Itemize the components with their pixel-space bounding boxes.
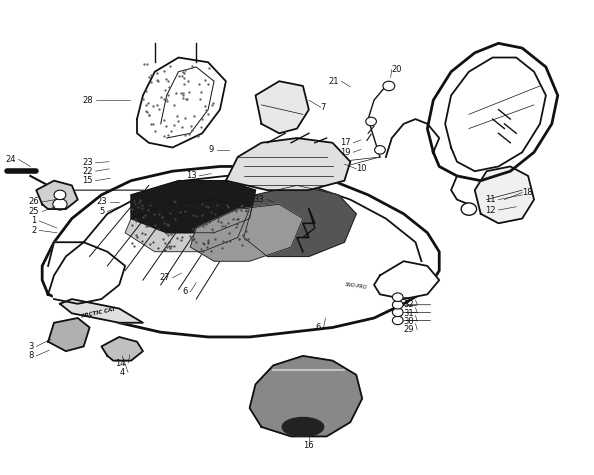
Text: 29: 29 bbox=[404, 325, 415, 334]
Circle shape bbox=[383, 81, 395, 91]
Circle shape bbox=[461, 203, 476, 215]
Text: 23: 23 bbox=[82, 158, 93, 167]
Text: 22: 22 bbox=[82, 167, 93, 176]
Text: 6: 6 bbox=[182, 287, 187, 296]
Polygon shape bbox=[48, 242, 125, 304]
Text: 13: 13 bbox=[186, 171, 196, 180]
Circle shape bbox=[54, 190, 66, 199]
Polygon shape bbox=[475, 166, 534, 223]
Circle shape bbox=[393, 308, 403, 317]
Text: 31: 31 bbox=[404, 309, 415, 318]
Text: 5: 5 bbox=[99, 207, 105, 216]
Circle shape bbox=[393, 293, 403, 302]
Text: 33: 33 bbox=[254, 195, 264, 204]
Text: 7: 7 bbox=[321, 103, 326, 112]
Text: 21: 21 bbox=[328, 76, 339, 86]
Text: 14: 14 bbox=[115, 359, 125, 368]
Polygon shape bbox=[131, 180, 255, 233]
Text: 8: 8 bbox=[28, 352, 33, 361]
Polygon shape bbox=[249, 356, 362, 437]
Text: 23: 23 bbox=[97, 198, 108, 207]
Text: 32: 32 bbox=[404, 300, 415, 309]
Text: 12: 12 bbox=[485, 206, 495, 215]
Text: 30: 30 bbox=[404, 317, 415, 326]
Text: 11: 11 bbox=[485, 195, 495, 204]
Text: ARCTIC CAT: ARCTIC CAT bbox=[81, 307, 116, 319]
Circle shape bbox=[375, 146, 386, 154]
Text: 6: 6 bbox=[315, 323, 321, 332]
Text: 19: 19 bbox=[340, 148, 350, 157]
Text: 20: 20 bbox=[392, 65, 402, 74]
Text: 24: 24 bbox=[5, 155, 15, 164]
Polygon shape bbox=[36, 180, 78, 209]
Polygon shape bbox=[137, 57, 226, 148]
Text: SNO-PRO: SNO-PRO bbox=[345, 283, 368, 291]
Circle shape bbox=[366, 117, 377, 126]
Text: 3: 3 bbox=[28, 342, 33, 351]
Text: 9: 9 bbox=[208, 145, 214, 154]
Circle shape bbox=[393, 301, 403, 309]
Polygon shape bbox=[427, 43, 558, 180]
Text: 10: 10 bbox=[356, 164, 366, 173]
Circle shape bbox=[53, 199, 67, 210]
Polygon shape bbox=[374, 261, 439, 299]
Polygon shape bbox=[125, 200, 249, 252]
Text: 2: 2 bbox=[31, 226, 36, 235]
Text: 17: 17 bbox=[340, 138, 350, 147]
Text: 15: 15 bbox=[82, 176, 93, 185]
Polygon shape bbox=[102, 337, 143, 361]
Polygon shape bbox=[190, 204, 303, 261]
Text: 26: 26 bbox=[29, 198, 39, 207]
Text: 1: 1 bbox=[31, 217, 36, 226]
Polygon shape bbox=[226, 138, 350, 190]
Polygon shape bbox=[42, 166, 439, 337]
Polygon shape bbox=[48, 318, 90, 351]
Polygon shape bbox=[244, 185, 356, 256]
Text: 25: 25 bbox=[29, 207, 39, 216]
Ellipse shape bbox=[282, 418, 324, 437]
Circle shape bbox=[393, 316, 403, 324]
Text: 18: 18 bbox=[522, 188, 533, 197]
Text: 27: 27 bbox=[159, 273, 170, 282]
Polygon shape bbox=[255, 81, 309, 133]
Polygon shape bbox=[60, 299, 143, 323]
Text: 28: 28 bbox=[82, 95, 93, 104]
Text: 4: 4 bbox=[120, 368, 125, 377]
Text: 16: 16 bbox=[304, 441, 314, 450]
